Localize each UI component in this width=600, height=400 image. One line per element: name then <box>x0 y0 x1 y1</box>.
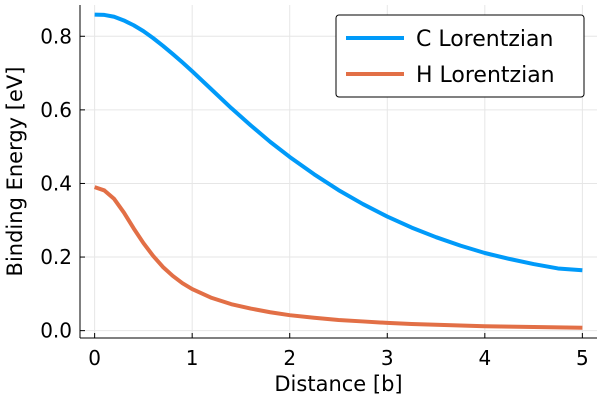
legend: C Lorentzian H Lorentzian <box>335 14 585 98</box>
y-tick-label-0: 0.0 <box>40 319 72 343</box>
legend-box <box>335 14 585 98</box>
axes <box>79 5 597 339</box>
x-tick-label-5: 5 <box>576 346 589 370</box>
series-lines <box>93 12 583 330</box>
y-axis-label: Binding Energy [eV] <box>3 67 27 277</box>
y-tick-label-4: 0.8 <box>40 24 72 48</box>
x-tick-label-1: 1 <box>186 346 199 370</box>
y-tick-label-3: 0.6 <box>40 98 72 122</box>
y-tick-label-2: 0.4 <box>40 171 72 195</box>
legend-label-h-lorentzian: H Lorentzian <box>416 63 555 88</box>
y-tick-label-1: 0.2 <box>40 245 72 269</box>
x-tick-label-2: 2 <box>283 346 296 370</box>
legend-label-c-lorentzian: C Lorentzian <box>416 27 553 52</box>
series-line-c-lorentzian <box>94 12 583 273</box>
x-tick-label-4: 4 <box>478 346 491 370</box>
x-tick-label-3: 3 <box>381 346 394 370</box>
series-line-h-lorentzian <box>93 185 583 330</box>
ticks: 0 1 2 3 4 5 0.0 0.2 0.4 0.6 0.8 <box>40 24 589 370</box>
x-tick-label-0: 0 <box>88 346 101 370</box>
x-axis-label: Distance [b] <box>274 372 402 396</box>
